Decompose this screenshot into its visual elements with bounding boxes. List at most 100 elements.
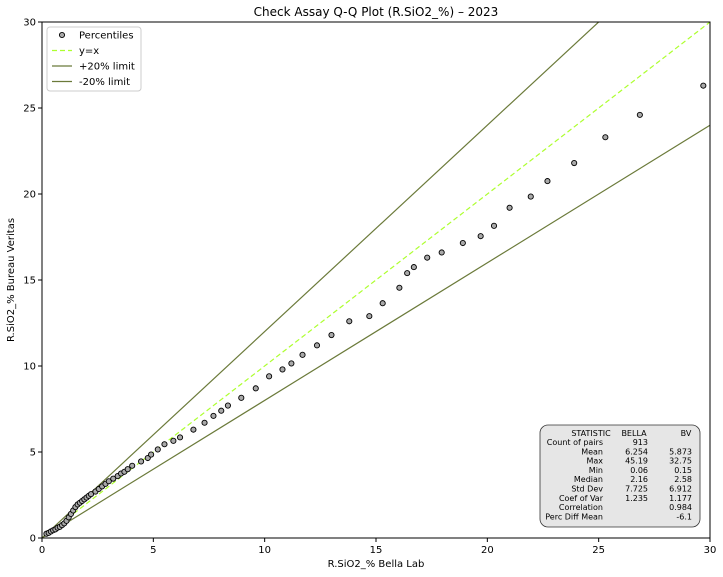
data-point (266, 373, 273, 380)
data-point (477, 233, 484, 240)
stats-cell: 2.58 (674, 475, 692, 484)
data-point (299, 351, 306, 358)
legend-item: +20% limit (52, 62, 135, 73)
data-point (424, 254, 431, 261)
data-point (224, 402, 231, 409)
data-point (201, 419, 208, 426)
x-tick-label: 15 (370, 545, 383, 556)
data-point (177, 434, 184, 441)
series-line-0 (42, 22, 710, 538)
y-tick-label: 30 (23, 18, 36, 29)
x-tick-label: 10 (258, 545, 271, 556)
data-point (288, 360, 295, 367)
stats-cell: 1.177 (669, 494, 692, 503)
x-tick-label: 0 (39, 545, 45, 556)
legend-item: -20% limit (52, 77, 130, 88)
data-point (279, 366, 286, 373)
legend: Percentiles y=x +20% limit -20% limit (46, 26, 142, 92)
data-point (138, 458, 145, 465)
legend-box (46, 26, 142, 92)
stats-cell: 2.16 (630, 475, 648, 484)
data-point (602, 134, 609, 141)
legend-label: -20% limit (79, 77, 130, 88)
y-tick-label: 5 (30, 448, 36, 459)
data-point (161, 441, 168, 448)
series-line-2 (42, 124, 710, 538)
stats-cell: 32.75 (669, 457, 692, 466)
stats-cell: Std Dev (571, 485, 603, 494)
data-point (148, 451, 155, 458)
x-tick-label: 25 (592, 545, 605, 556)
data-point (190, 426, 197, 433)
data-point (410, 264, 417, 271)
x-tick-label: 30 (704, 545, 717, 556)
y-axis-title: R.SiO2_% Bureau Veritas (6, 218, 17, 342)
data-point (124, 466, 131, 473)
x-tick-label: 5 (150, 545, 156, 556)
data-point (129, 462, 136, 469)
stats-cell: 0.06 (630, 466, 648, 475)
legend-marker (58, 31, 66, 39)
data-point (459, 239, 466, 247)
data-point (438, 249, 445, 256)
y-tick-label: 20 (23, 190, 36, 201)
stats-cell: 6.254 (625, 447, 648, 456)
stats-cell: 45.19 (625, 457, 648, 466)
stats-cell: 5.873 (669, 447, 692, 456)
data-point (313, 342, 321, 349)
legend-item: y=x (52, 46, 99, 57)
data-point (238, 394, 245, 401)
legend-label: +20% limit (79, 62, 135, 73)
data-point (210, 412, 217, 419)
stats-cell: -6.1 (676, 512, 692, 521)
legend-item: Percentiles (58, 31, 134, 42)
stats-cell: 0.984 (669, 503, 692, 512)
data-point (700, 82, 707, 89)
chart-title: Check Assay Q-Q Plot (R.SiO2_%) – 2023 (254, 5, 499, 19)
legend-label: Percentiles (79, 31, 134, 42)
data-point (404, 270, 411, 277)
stats-cell: 1.235 (625, 494, 648, 503)
data-point (87, 491, 95, 498)
data-point (636, 111, 643, 118)
stats-cell: 0.15 (674, 466, 692, 475)
stats-header: BELLA (621, 429, 647, 438)
stats-cell: Perc Diff Mean (545, 512, 603, 521)
plot-area: 0 5 10 15 20 25 30 0 5 10 15 20 25 30 Percentiles y=x +2… (23, 18, 717, 557)
stats-header: BV (681, 429, 692, 438)
data-point (170, 437, 177, 444)
stats-cell: 6.912 (669, 485, 692, 494)
legend-label: y=x (79, 46, 99, 57)
stats-cell: Median (574, 475, 603, 484)
data-point (490, 222, 498, 229)
stats-cell: Min (589, 466, 603, 475)
x-tick-label: 20 (481, 545, 494, 556)
stats-cell: 913 (633, 438, 648, 447)
y-tick-label: 10 (23, 362, 36, 373)
stats-cell: Coef of Var (559, 494, 604, 503)
data-point (110, 475, 117, 482)
data-point (544, 178, 551, 185)
data-point (346, 318, 353, 325)
stats-cell: Correlation (559, 503, 603, 512)
stats-cell: Mean (581, 447, 603, 456)
stats-cell: Max (586, 457, 603, 466)
data-point (154, 446, 161, 453)
data-point (252, 385, 259, 392)
data-point (105, 478, 112, 485)
stats-header: STATISTIC (571, 429, 611, 438)
stats-table: STATISTIC BELLA BV Count of pairs 913 Mean 6.2… (539, 424, 701, 528)
x-axis-title: R.SiO2_% Bella Lab (328, 559, 425, 570)
data-point (328, 331, 335, 339)
data-point (527, 193, 534, 200)
y-tick-label: 25 (23, 104, 36, 115)
data-point (396, 284, 403, 291)
stats-cell: Count of pairs (547, 438, 603, 447)
stats-box (539, 424, 701, 528)
y-tick-label: 15 (23, 276, 36, 287)
data-point (218, 407, 225, 414)
data-point (366, 313, 373, 320)
stats-cell: 7.725 (625, 485, 648, 494)
data-point (571, 159, 578, 167)
